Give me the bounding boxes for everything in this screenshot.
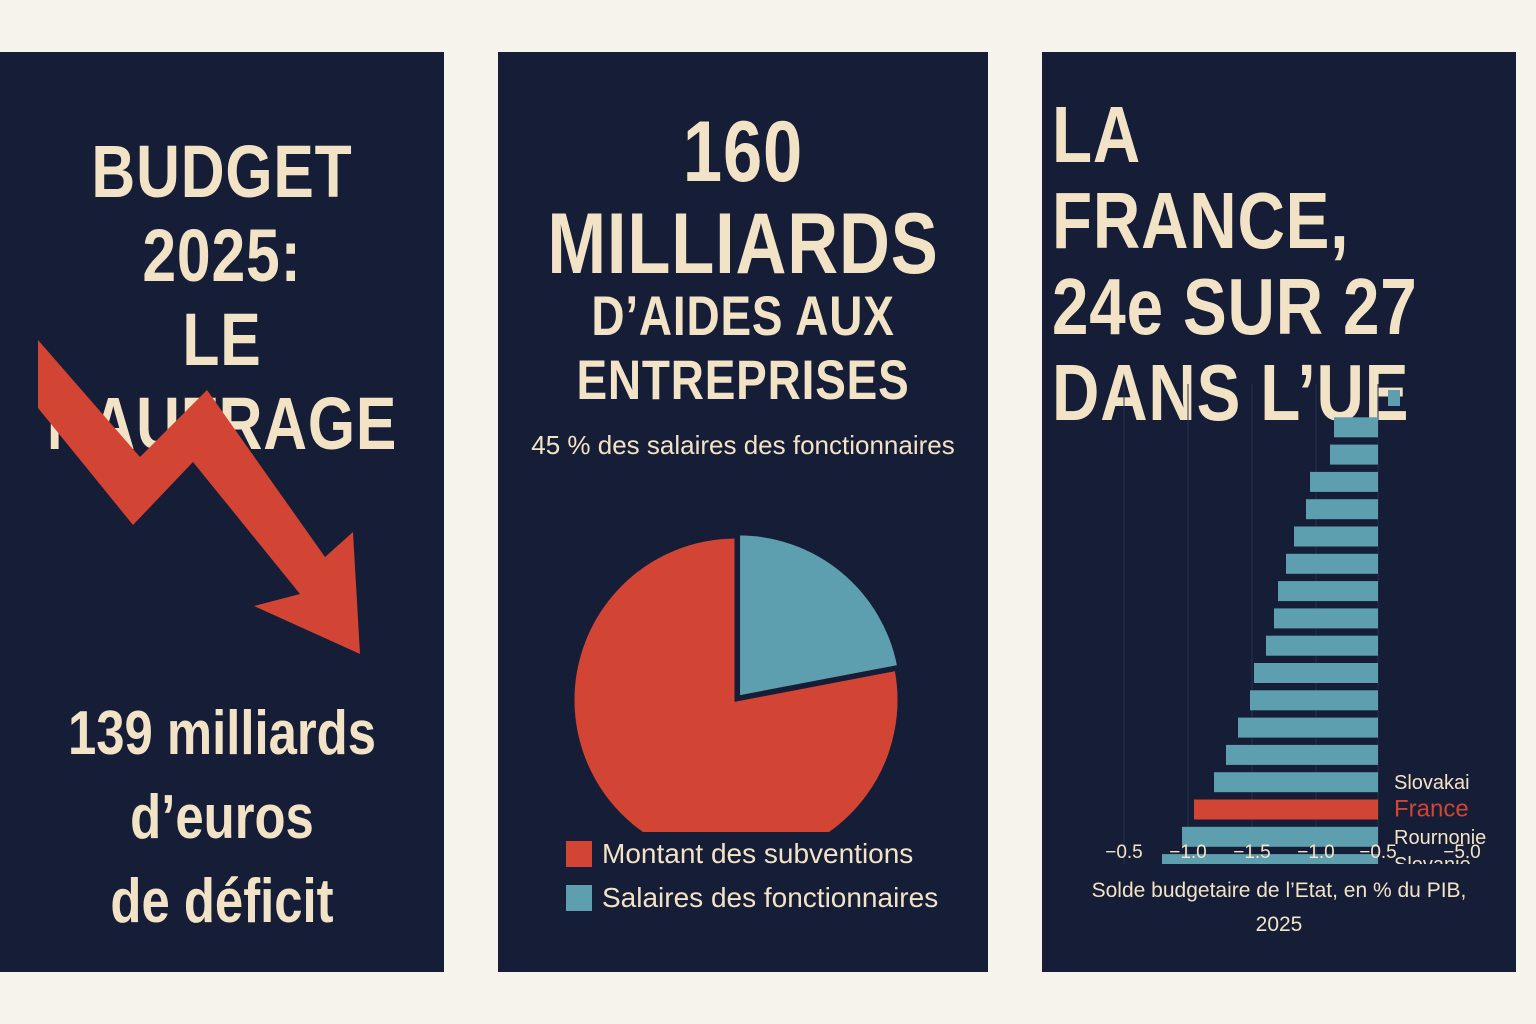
ranking-headline: LA FRANCE, 24e SUR 27 DANS L’UE — [1052, 90, 1418, 437]
bar — [1278, 581, 1378, 602]
down-trend-arrow-icon — [38, 340, 360, 654]
legend-swatch-teal — [566, 885, 592, 911]
tick-label: −1.0 — [1297, 842, 1335, 863]
bar — [1286, 553, 1378, 574]
budget-deficit-panel: BUDGET 2025: LE NAUFRAGE 139 milliards d… — [0, 52, 444, 972]
bar — [1226, 744, 1378, 765]
chart-footnote: Solde budgetaire de l’Etat, en % du PIB,… — [1091, 879, 1467, 936]
tick-label: −0.5 — [1359, 842, 1397, 863]
aid-subtitle: D’AIDES AUX ENTREPRISES — [576, 284, 910, 411]
legend-label: Salaires des fonctionnaires — [602, 882, 939, 913]
legend-item-subventions: Montant des subventions — [566, 832, 938, 876]
bar — [1274, 608, 1378, 629]
pie-legend: Montant des subventions Salaires des fon… — [566, 832, 938, 920]
bar — [1306, 499, 1378, 520]
bar — [1266, 635, 1378, 656]
bar-label: Slovanie — [1394, 854, 1471, 864]
eu-ranking-panel: LA FRANCE, 24e SUR 27 DANS L’UE Slovakai… — [1042, 52, 1516, 972]
bar — [1214, 772, 1378, 793]
budget-balance-bar-chart: SlovakaiFranceRournonieSlovanie−0.5−1.0−… — [1105, 384, 1486, 864]
bar — [1194, 799, 1378, 820]
business-aid-panel: 160 MILLIARDS D’AIDES AUX ENTREPRISES 45… — [498, 52, 988, 972]
bar-label: Slovakai — [1394, 772, 1470, 794]
legend-swatch-red — [566, 841, 592, 867]
aid-caption: 45 % des salaires des fonctionnaires — [531, 430, 955, 460]
legend-item-salaires: Salaires des fonctionnaires — [566, 876, 938, 920]
aid-amount: 160 MILLIARDS — [547, 104, 939, 292]
tick-label: −0.5 — [1105, 842, 1143, 863]
deficit-amount: 139 milliards d’euros de déficit — [67, 699, 377, 936]
tick-label: −1.5 — [1233, 842, 1271, 863]
legend-label: Montant des subventions — [602, 838, 914, 869]
pie-chart — [571, 532, 901, 832]
pie-slice — [571, 535, 901, 832]
bar — [1254, 663, 1378, 683]
bar — [1334, 417, 1378, 438]
bar — [1162, 854, 1378, 864]
bar — [1250, 690, 1378, 711]
bar-label: Rournonie — [1394, 827, 1486, 849]
bar-label: France — [1394, 796, 1469, 823]
pie-slice — [737, 532, 901, 699]
bar — [1388, 390, 1400, 406]
tick-label: −1.0 — [1169, 842, 1207, 863]
bar — [1182, 826, 1378, 847]
bar — [1294, 526, 1378, 547]
bar — [1330, 444, 1378, 465]
bar — [1310, 471, 1378, 492]
bar — [1238, 717, 1378, 738]
tick-label: −5.0 — [1443, 842, 1481, 863]
